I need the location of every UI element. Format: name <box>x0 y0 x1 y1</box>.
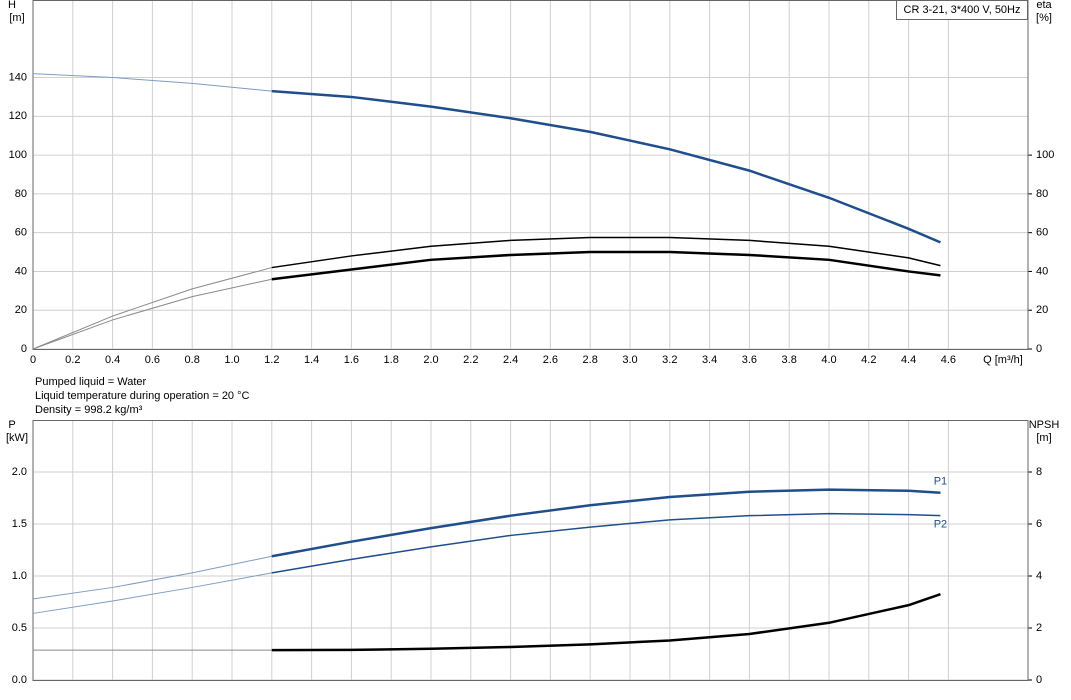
x-tick-label: 0.6 <box>145 354 160 366</box>
x-tick-label: 0 <box>30 354 36 366</box>
x-tick-label: 1.0 <box>224 354 239 366</box>
plot-frame <box>32 0 1029 350</box>
x-tick-label: 1.8 <box>384 354 399 366</box>
y2-tick-label: 60 <box>1036 227 1048 239</box>
note: Density = 998.2 kg/m³ <box>35 404 143 416</box>
x-tick-label: 1.4 <box>304 354 319 366</box>
y2-tick-label: 80 <box>1036 188 1048 200</box>
y-axis-unit: [m] <box>9 12 24 24</box>
y2-tick-label: 0 <box>1036 343 1042 355</box>
curve <box>32 278 272 350</box>
curve <box>271 236 941 269</box>
curve <box>32 572 272 614</box>
y-tick-label: 100 <box>9 149 27 161</box>
y2-axis-label: eta <box>1036 0 1052 11</box>
y-tick-label: 2.0 <box>12 466 27 478</box>
x-tick-label: 4.0 <box>821 354 836 366</box>
x-tick-label: 4.2 <box>861 354 876 366</box>
x-tick-label: 4.6 <box>941 354 956 366</box>
y2-tick-label: 100 <box>1036 149 1054 161</box>
y-tick-label: 40 <box>15 265 27 277</box>
y2-tick-label: 8 <box>1036 466 1042 478</box>
y2-tick-label: 6 <box>1036 518 1042 530</box>
x-tick-label: 1.6 <box>344 354 359 366</box>
y-tick-label: 80 <box>15 188 27 200</box>
y2-tick-label: 4 <box>1036 570 1042 582</box>
x-tick-label: 0.4 <box>105 354 120 366</box>
y-axis-label: H <box>8 0 16 11</box>
y-tick-label: 1.0 <box>12 570 27 582</box>
y2-axis-label: NPSH <box>1029 419 1060 431</box>
x-tick-label: 2.2 <box>463 354 478 366</box>
chart-title: CR 3-21, 3*400 V, 50Hz <box>904 4 1021 16</box>
series-label: P2 <box>934 519 947 531</box>
y2-axis-unit: [m] <box>1036 432 1051 444</box>
y2-tick-label: 40 <box>1036 265 1048 277</box>
note: Pumped liquid = Water <box>35 376 147 388</box>
x-tick-label: 4.4 <box>901 354 916 366</box>
y-tick-label: 0 <box>21 343 27 355</box>
y-tick-label: 20 <box>15 304 27 316</box>
x-tick-label: 3.8 <box>782 354 797 366</box>
x-tick-label: 0.2 <box>65 354 80 366</box>
x-axis-label: Q [m³/h] <box>983 354 1023 366</box>
x-tick-label: 1.2 <box>264 354 279 366</box>
x-tick-label: 0.8 <box>185 354 200 366</box>
curve <box>32 73 272 92</box>
curve <box>271 488 941 558</box>
x-tick-label: 2.0 <box>423 354 438 366</box>
series-label: P1 <box>934 476 947 488</box>
x-tick-label: 3.2 <box>662 354 677 366</box>
x-tick-label: 2.4 <box>503 354 518 366</box>
y2-tick-label: 20 <box>1036 304 1048 316</box>
y-tick-label: 60 <box>15 227 27 239</box>
curve <box>271 593 941 652</box>
y-tick-label: 140 <box>9 71 27 83</box>
plot-frame <box>32 420 1029 681</box>
curve <box>32 267 272 350</box>
curve <box>32 555 272 600</box>
x-tick-label: 3.0 <box>622 354 637 366</box>
y-tick-label: 120 <box>9 110 27 122</box>
y-axis-unit: [kW] <box>6 432 28 444</box>
curve <box>271 89 941 244</box>
y-axis-label: P <box>8 419 15 431</box>
x-tick-label: 3.6 <box>742 354 757 366</box>
y-tick-label: 0.5 <box>12 622 27 634</box>
x-tick-label: 2.8 <box>583 354 598 366</box>
y2-tick-label: 2 <box>1036 622 1042 634</box>
note: Liquid temperature during operation = 20… <box>35 390 250 402</box>
y-tick-label: 1.5 <box>12 518 27 530</box>
x-tick-label: 3.4 <box>702 354 717 366</box>
x-tick-label: 2.6 <box>543 354 558 366</box>
y2-axis-unit: [%] <box>1036 12 1052 24</box>
y-tick-label: 0.0 <box>12 674 27 686</box>
title-box <box>896 0 1028 20</box>
curve <box>271 250 941 281</box>
curve <box>271 512 941 574</box>
y2-tick-label: 0 <box>1036 674 1042 686</box>
